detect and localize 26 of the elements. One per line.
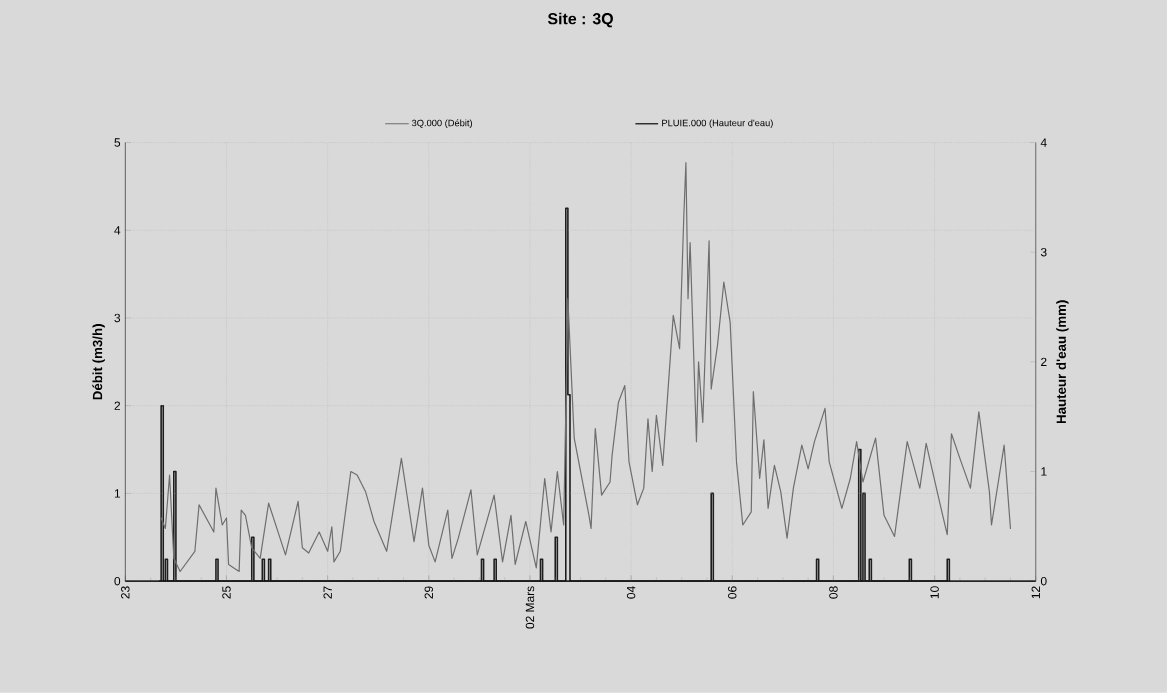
x-tick-label: 02 Mars bbox=[525, 586, 535, 629]
chart-title: Site : 3Q bbox=[547, 12, 613, 28]
y2-tick-label: 1 bbox=[1041, 467, 1047, 476]
y-tick-label: 4 bbox=[114, 226, 121, 235]
x-tick-label: 04 bbox=[626, 586, 636, 599]
y2-tick-label: 2 bbox=[1041, 357, 1047, 367]
legend-label: 3Q.000 (Débit) bbox=[411, 119, 473, 129]
x-tick-label: 25 bbox=[222, 586, 231, 599]
y-tick-label: 1 bbox=[114, 489, 121, 498]
y-axis-title: Débit (m3/h) bbox=[92, 324, 105, 400]
y2-tick-label: 3 bbox=[1040, 248, 1047, 257]
x-tick-label: 08 bbox=[829, 586, 838, 599]
x-tick-label: 10 bbox=[930, 586, 939, 599]
x-tick-label: 27 bbox=[323, 586, 332, 599]
y2-axis-title: Hauteur d'eau (mm) bbox=[1056, 300, 1069, 424]
x-tick-label: 06 bbox=[728, 586, 737, 599]
x-tick-label: 12 bbox=[1031, 586, 1040, 599]
legend-label: PLUIE.000 (Hauteur d'eau) bbox=[662, 119, 773, 129]
y-tick-label: 2 bbox=[114, 401, 121, 410]
x-tick-label: 29 bbox=[424, 586, 434, 599]
y2-tick-label: 0 bbox=[1040, 577, 1047, 586]
y2-tick-label: 4 bbox=[1040, 138, 1047, 147]
y-tick-label: 3 bbox=[114, 313, 121, 323]
x-tick-label: 23 bbox=[121, 586, 130, 599]
y-tick-label: 0 bbox=[114, 577, 121, 586]
y-tick-label: 5 bbox=[114, 138, 121, 147]
